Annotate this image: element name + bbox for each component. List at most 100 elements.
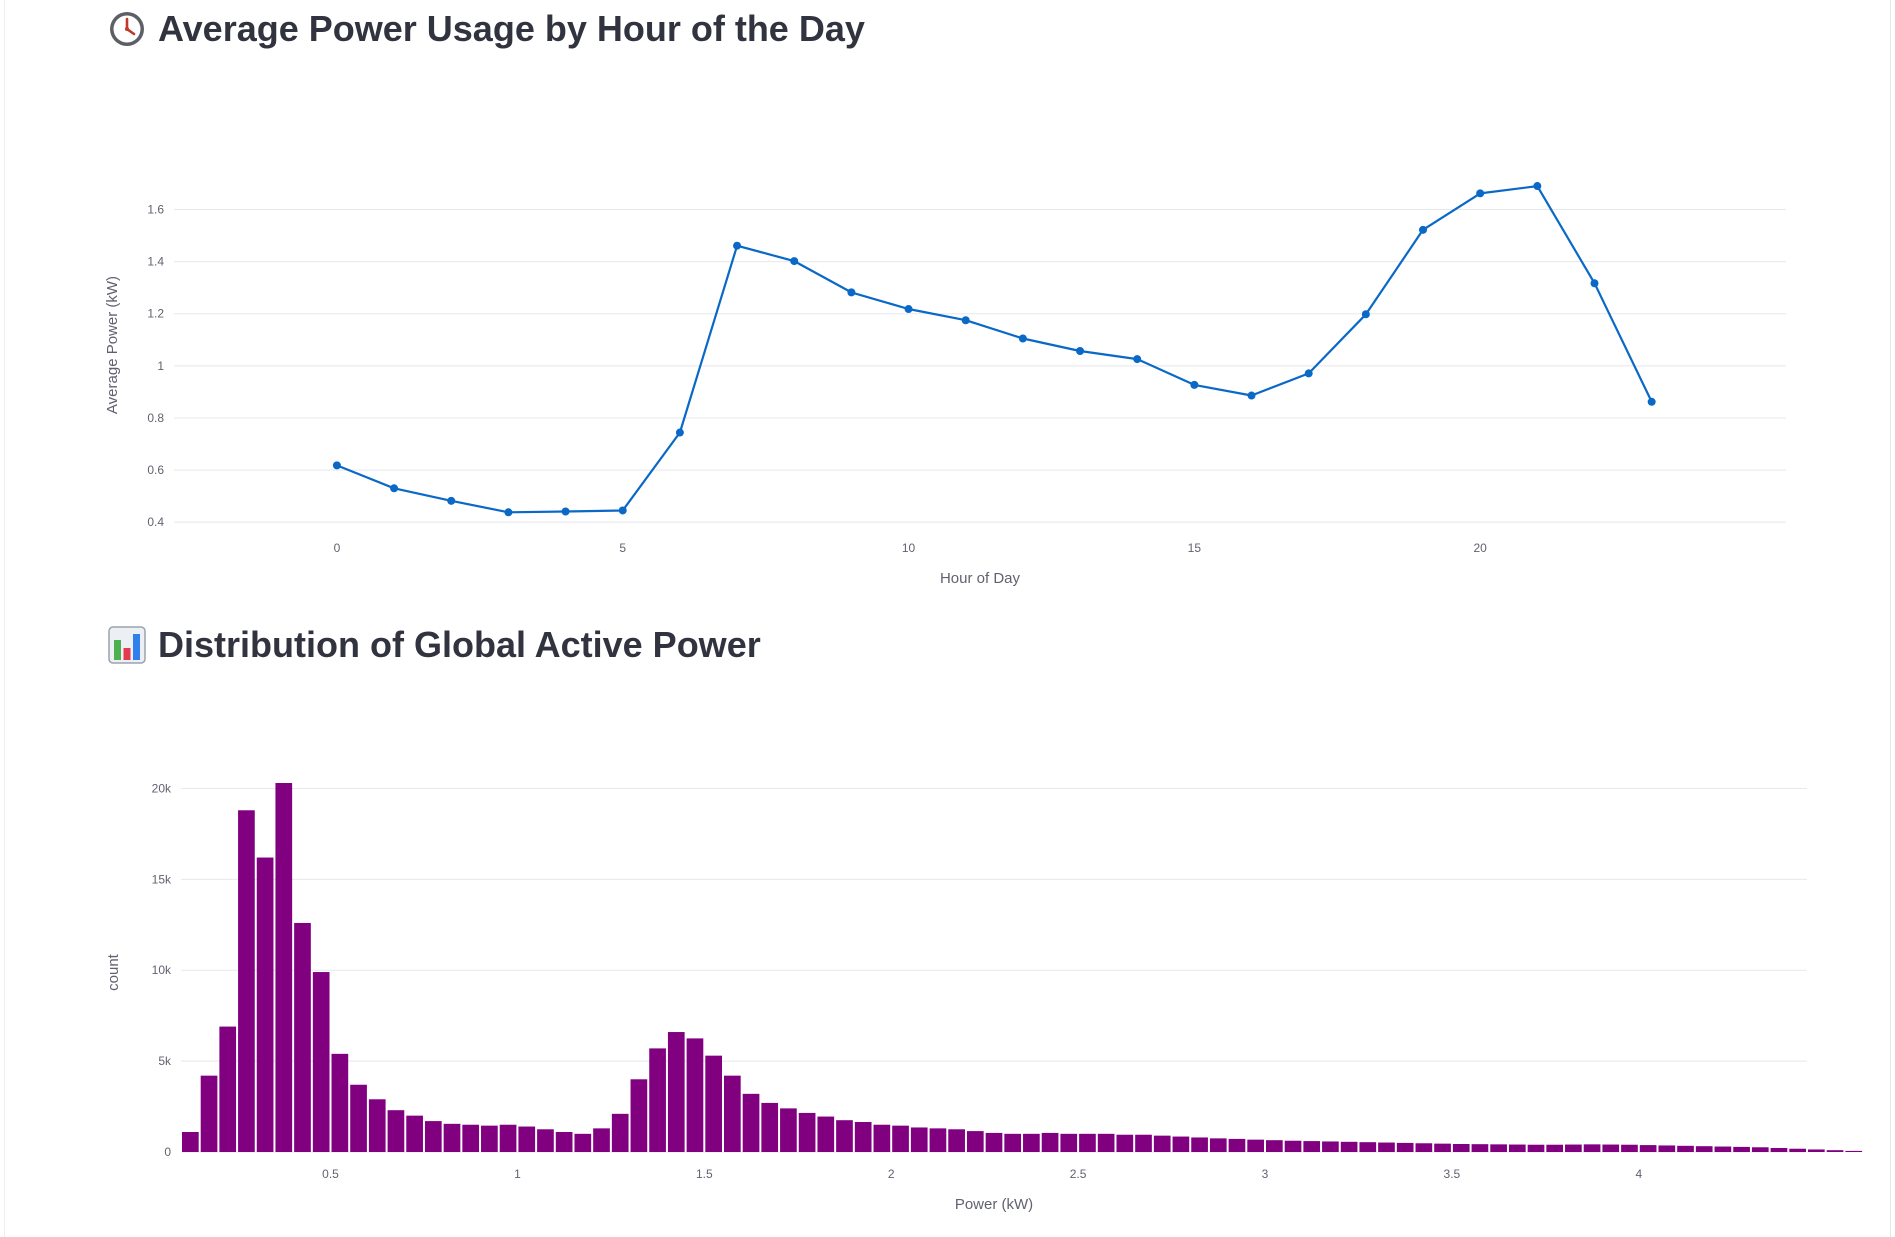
data-point bbox=[1476, 189, 1485, 198]
histogram-bar bbox=[1340, 1141, 1358, 1152]
data-point bbox=[332, 461, 341, 470]
x-tick-label: 3.5 bbox=[1444, 1167, 1461, 1181]
page-left-border bbox=[4, 0, 5, 1237]
y-tick-label: 10k bbox=[152, 963, 172, 977]
data-point bbox=[561, 507, 570, 516]
histogram-bar bbox=[518, 1126, 536, 1152]
histogram-bar bbox=[387, 1110, 405, 1152]
histogram-bar bbox=[1695, 1146, 1713, 1152]
histogram-bar bbox=[1490, 1144, 1507, 1152]
section-heading-hourly-usage: Average Power Usage by Hour of the Day bbox=[108, 8, 865, 50]
histogram-bar bbox=[1789, 1148, 1806, 1152]
histogram-bar bbox=[798, 1112, 816, 1152]
average-power-series-line bbox=[336, 185, 1653, 514]
y-tick-label: 0.4 bbox=[147, 515, 164, 529]
histogram-bar bbox=[1546, 1144, 1564, 1152]
histogram-bar bbox=[1845, 1150, 1863, 1152]
histogram-bar bbox=[630, 1079, 648, 1152]
histogram-bar bbox=[929, 1128, 947, 1152]
scrollbar-track[interactable] bbox=[1890, 0, 1891, 1237]
data-point bbox=[1361, 310, 1370, 319]
histogram-bar bbox=[1415, 1143, 1433, 1152]
data-point bbox=[1247, 391, 1256, 400]
histogram-bar bbox=[481, 1125, 498, 1152]
data-point bbox=[504, 508, 513, 517]
histogram-bar bbox=[667, 1032, 685, 1152]
x-tick-label: 15 bbox=[1188, 541, 1202, 555]
histogram-bar bbox=[966, 1131, 984, 1152]
histogram-bar bbox=[1041, 1132, 1059, 1152]
histogram-bar bbox=[1508, 1144, 1526, 1152]
data-point bbox=[1533, 182, 1542, 191]
hourly-usage-line-chart[interactable]: 0.4 0.6 0.8 1 1.2 1.4 1.6 0 5 10 15 20 Hour of Day Av… bbox=[0, 0, 1895, 610]
data-point bbox=[961, 316, 970, 325]
histogram-bar bbox=[312, 972, 330, 1152]
data-point bbox=[790, 257, 799, 266]
histogram-bar bbox=[1172, 1136, 1190, 1152]
histogram-bar bbox=[200, 1075, 218, 1152]
y-tick-label: 0 bbox=[164, 1145, 171, 1159]
data-point bbox=[1190, 380, 1199, 389]
histogram-bar bbox=[1060, 1133, 1078, 1152]
histogram-bar bbox=[443, 1123, 461, 1152]
histogram-bar bbox=[1191, 1137, 1208, 1152]
histogram-bar bbox=[1583, 1144, 1601, 1152]
histogram-bar bbox=[275, 783, 293, 1152]
histogram-bar bbox=[1808, 1149, 1825, 1152]
histogram-bar bbox=[462, 1124, 480, 1152]
histogram-bar bbox=[424, 1121, 442, 1152]
y-tick-label: 1 bbox=[157, 359, 164, 373]
data-point bbox=[904, 305, 913, 314]
data-point bbox=[1133, 355, 1142, 364]
data-point bbox=[618, 506, 627, 515]
histogram-bar bbox=[1209, 1138, 1227, 1152]
data-point bbox=[1419, 225, 1428, 234]
clock-icon bbox=[110, 12, 144, 46]
histogram-bar bbox=[985, 1132, 1003, 1152]
histogram-bar bbox=[1639, 1145, 1657, 1152]
x-tick-label: 1 bbox=[514, 1167, 521, 1181]
histogram-bar bbox=[1153, 1135, 1171, 1152]
histogram-bar bbox=[761, 1102, 779, 1152]
histogram-bar bbox=[1378, 1142, 1395, 1152]
y-axis-title: count bbox=[105, 953, 122, 991]
x-tick-label: 2.5 bbox=[1070, 1167, 1087, 1181]
histogram-bar bbox=[238, 810, 255, 1152]
histogram-bar bbox=[1079, 1133, 1096, 1152]
histogram-bar bbox=[1396, 1142, 1414, 1152]
histogram-bar bbox=[780, 1108, 797, 1152]
y-tick-label: 15k bbox=[152, 872, 172, 886]
histogram-bar bbox=[892, 1125, 909, 1152]
histogram-bar bbox=[1434, 1143, 1451, 1152]
histogram-bar bbox=[1677, 1145, 1694, 1152]
histogram-bar bbox=[1247, 1139, 1264, 1152]
y-tick-label: 1.2 bbox=[147, 307, 164, 321]
data-point bbox=[390, 484, 399, 493]
histogram-bar bbox=[854, 1122, 872, 1152]
histogram-bar bbox=[331, 1053, 349, 1152]
histogram-bar bbox=[1228, 1138, 1246, 1152]
histogram-bar bbox=[1284, 1140, 1302, 1152]
histogram-bar bbox=[593, 1128, 610, 1152]
histogram-bar bbox=[1322, 1141, 1339, 1152]
x-tick-label: 2 bbox=[888, 1167, 895, 1181]
histogram-bar bbox=[1621, 1144, 1638, 1152]
histogram-bar bbox=[1471, 1144, 1489, 1152]
x-tick-label: 3 bbox=[1262, 1167, 1269, 1181]
histogram-bar bbox=[555, 1132, 573, 1152]
histogram-bar bbox=[1751, 1147, 1769, 1152]
histogram-bar bbox=[1452, 1144, 1470, 1152]
x-tick-label: 1.5 bbox=[696, 1167, 713, 1181]
section-title-hourly-usage: Average Power Usage by Hour of the Day bbox=[158, 8, 865, 49]
y-tick-label: 0.8 bbox=[147, 411, 164, 425]
x-axis-title: Power (kW) bbox=[955, 1196, 1033, 1213]
y-axis-title: Average Power (kW) bbox=[104, 276, 121, 414]
x-tick-label: 0 bbox=[334, 541, 341, 555]
data-point bbox=[447, 496, 456, 505]
histogram-bar bbox=[611, 1113, 629, 1152]
x-tick-label: 10 bbox=[902, 541, 916, 555]
histogram-bar bbox=[1714, 1146, 1732, 1152]
histogram-bar bbox=[836, 1120, 853, 1152]
histogram-bar bbox=[182, 1132, 199, 1152]
